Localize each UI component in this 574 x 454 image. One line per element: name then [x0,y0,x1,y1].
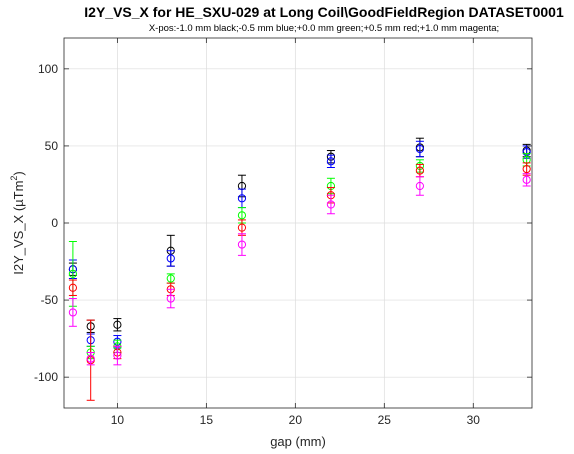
x-tick-label: 20 [289,413,303,427]
data-point [522,175,531,184]
y-tick-label: 0 [51,216,58,230]
x-axis-label: gap (mm) [270,434,326,449]
data-point [166,294,175,303]
y-axis-label-sup: 2 [9,176,19,181]
x-tick-label: 25 [378,413,392,427]
data-point [237,211,247,220]
data-point [237,240,247,249]
y-axis-label-main: I2Y_VS_X (µTm [11,181,26,275]
data-series [68,173,531,366]
data-point [415,166,424,175]
data-point [68,283,77,292]
data-point [68,269,77,278]
data-point [415,144,424,154]
data-point [86,354,95,363]
y-tick-label: -100 [34,370,58,384]
chart-title: I2Y_VS_X for HE_SXU-029 at Long Coil\Goo… [84,4,564,20]
data-point [522,164,531,174]
x-tick-label: 30 [467,413,481,427]
data-point [415,181,424,191]
data-point [237,194,247,203]
data-point [113,320,122,329]
x-tick-label: 10 [111,413,125,427]
data-point [166,254,175,263]
series-group [68,137,531,401]
y-tick-label: 50 [45,139,59,153]
y-axis-label: I2Y_VS_X (µTm2) [9,171,26,275]
x-tick-label: 15 [200,413,214,427]
data-point [326,200,336,209]
data-point [166,274,175,283]
y-tick-label: 100 [38,62,58,76]
data-point [237,223,247,232]
grid [64,38,532,408]
data-point [326,157,336,166]
y-axis-label-end: ) [11,171,26,175]
ticks: 10 15 20 25 30 -100 -50 0 50 100 [34,38,532,427]
y-tick-label: -50 [41,293,59,307]
data-point [68,308,77,317]
chart-subtitle: X-pos:-1.0 mm black;-0.5 mm blue;+0.0 mm… [149,23,499,34]
data-point [113,351,122,360]
